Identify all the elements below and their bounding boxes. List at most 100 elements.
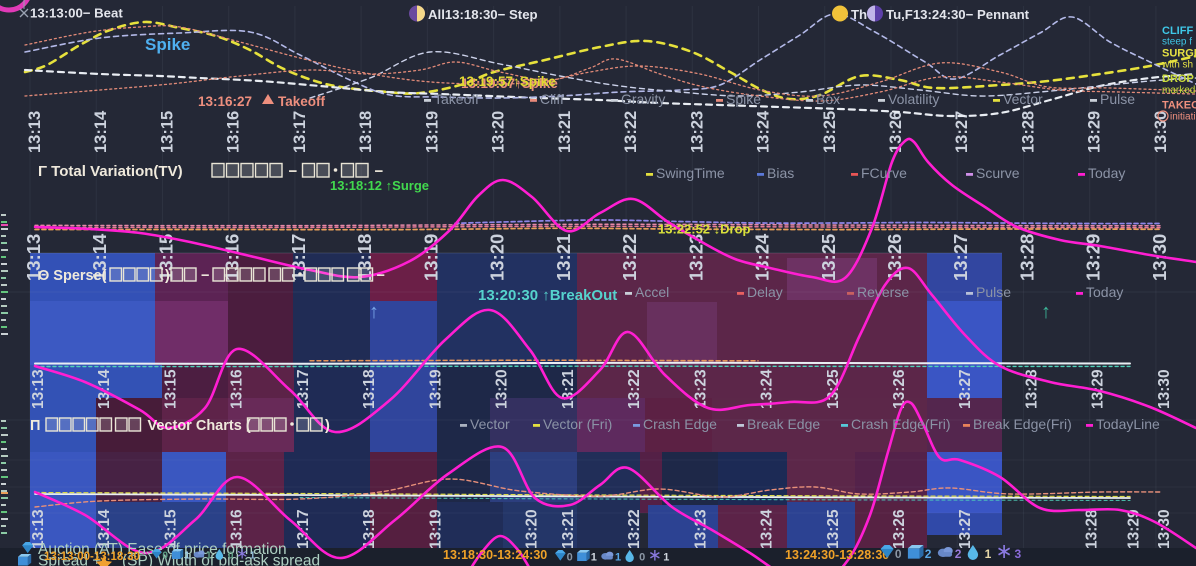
svg-text:13:24:30-13:28:30: 13:24:30-13:28:30 <box>785 548 889 562</box>
svg-text:2: 2 <box>955 547 962 561</box>
svg-text:13:13:00− Beat: 13:13:00− Beat <box>30 6 123 21</box>
svg-text:13:27: 13:27 <box>953 111 971 153</box>
svg-text:Spike: Spike <box>145 35 190 54</box>
svg-text:Volatility: Volatility <box>888 91 939 107</box>
svg-text:13:27: 13:27 <box>950 234 971 281</box>
svg-text:13:25: 13:25 <box>818 234 839 281</box>
svg-text:13:24: 13:24 <box>759 509 776 549</box>
svg-text:0: 0 <box>895 547 902 561</box>
svg-text:13:30: 13:30 <box>1152 111 1170 153</box>
svg-text:): ) <box>165 268 170 284</box>
svg-text:TodayLine: TodayLine <box>1096 416 1160 432</box>
svg-text:13:21: 13:21 <box>556 111 574 153</box>
svg-text:Gravity: Gravity <box>621 91 665 107</box>
svg-text:13:22: 13:22 <box>619 234 640 281</box>
svg-text:Θ Sperse(: Θ Sperse( <box>38 268 107 284</box>
svg-text:13:28: 13:28 <box>1019 111 1037 153</box>
svg-text:All13:18:30− Step: All13:18:30− Step <box>428 7 538 22</box>
svg-text:13:19: 13:19 <box>420 234 441 281</box>
svg-text:13:17: 13:17 <box>295 509 312 549</box>
svg-text:13:18: 13:18 <box>361 369 378 409</box>
svg-text:13:30: 13:30 <box>1156 369 1173 409</box>
svg-text:Th: Th <box>851 7 867 22</box>
svg-text:): ) <box>325 418 330 434</box>
svg-text:1: 1 <box>250 551 256 562</box>
svg-text:0: 0 <box>228 551 234 562</box>
svg-text:13:21: 13:21 <box>560 509 577 549</box>
svg-text:Π: Π <box>30 418 40 434</box>
svg-text:1: 1 <box>591 552 597 564</box>
svg-text:0: 0 <box>567 552 573 564</box>
svg-text:13:23: 13:23 <box>688 111 706 153</box>
svg-text:13:19: 13:19 <box>427 369 444 409</box>
svg-text:marked: marked <box>1162 85 1195 96</box>
svg-text:13:14: 13:14 <box>96 369 113 409</box>
svg-text:13:24: 13:24 <box>755 110 773 153</box>
svg-text:13:16: 13:16 <box>229 509 246 549</box>
svg-text:13:19: 13:19 <box>423 111 441 153</box>
svg-text:13:13: 13:13 <box>26 111 44 153</box>
svg-text:0: 0 <box>639 552 645 564</box>
svg-text:13:20: 13:20 <box>487 234 508 281</box>
svg-text:13:16:27: 13:16:27 <box>198 94 252 109</box>
svg-text:Box: Box <box>816 91 840 107</box>
svg-text:13:13: 13:13 <box>30 369 47 409</box>
svg-text:13:28: 13:28 <box>1016 234 1037 281</box>
svg-text:Accel: Accel <box>635 284 669 300</box>
svg-text:13:14: 13:14 <box>89 233 110 281</box>
svg-text:Reverse: Reverse <box>857 284 909 300</box>
svg-text:1: 1 <box>663 552 669 564</box>
svg-text:Crash Edge(Fri): Crash Edge(Fri) <box>851 416 951 432</box>
svg-text:Tu,F13:24:30− Pennant: Tu,F13:24:30− Pennant <box>886 7 1030 22</box>
svg-text:Vector (Fri): Vector (Fri) <box>543 416 612 432</box>
svg-text:13:29: 13:29 <box>1126 509 1143 549</box>
svg-text:↑: ↑ <box>369 301 379 323</box>
svg-text:steep f: steep f <box>1162 37 1192 48</box>
svg-text:initiatin: initiatin <box>1170 112 1196 123</box>
svg-text:13:15: 13:15 <box>158 111 176 153</box>
svg-text:3: 3 <box>1015 547 1022 561</box>
svg-text:13:23: 13:23 <box>692 369 709 409</box>
svg-text:13:18:12 ↑Surge: 13:18:12 ↑Surge <box>330 178 429 193</box>
svg-text:Vector: Vector <box>1003 91 1043 107</box>
svg-text:CLIFF −: CLIFF − <box>1162 25 1196 37</box>
svg-text:2: 2 <box>925 547 932 561</box>
svg-text:Spike: Spike <box>726 91 761 107</box>
svg-text:SwingTime: SwingTime <box>656 165 725 181</box>
svg-text:1: 1 <box>985 547 992 561</box>
svg-text:13:22:52 ↓Drop: 13:22:52 ↓Drop <box>658 222 751 237</box>
svg-text:FCurve: FCurve <box>861 165 907 181</box>
svg-text:1: 1 <box>184 551 190 562</box>
svg-text:13:20:30 ↑BreakOut: 13:20:30 ↑BreakOut <box>478 287 617 304</box>
svg-text:Delay: Delay <box>747 284 783 300</box>
svg-text:13:18:30-13:24:30: 13:18:30-13:24:30 <box>443 548 547 562</box>
svg-text:Pulse: Pulse <box>1100 91 1135 107</box>
svg-text:Spread +: Spread + <box>38 553 101 566</box>
svg-text:13:27: 13:27 <box>957 369 974 409</box>
svg-text:13:22: 13:22 <box>626 509 643 549</box>
svg-text:13:13: 13:13 <box>23 234 44 281</box>
svg-text:13:19: 13:19 <box>427 509 444 549</box>
svg-text:13:24: 13:24 <box>759 369 776 409</box>
svg-text:SURGE: SURGE <box>1162 48 1196 60</box>
svg-text:13:19:57↑Spike: 13:19:57↑Spike <box>459 74 556 89</box>
svg-text:13:28: 13:28 <box>1083 509 1100 549</box>
svg-text:13:25: 13:25 <box>825 369 842 409</box>
svg-text:13:27: 13:27 <box>957 509 974 549</box>
svg-text:13:23: 13:23 <box>685 234 706 281</box>
svg-text:13:20: 13:20 <box>494 369 511 409</box>
svg-text:Scurve: Scurve <box>976 165 1020 181</box>
svg-text:13:22: 13:22 <box>622 111 640 153</box>
svg-text:Vector: Vector <box>470 416 510 432</box>
svg-text:13:18: 13:18 <box>357 111 375 153</box>
svg-text:1: 1 <box>615 552 621 564</box>
svg-text:13:23: 13:23 <box>692 509 709 549</box>
svg-text:13:30: 13:30 <box>1156 509 1173 549</box>
svg-text:Break Edge: Break Edge <box>747 416 820 432</box>
svg-text:13:25: 13:25 <box>821 111 839 153</box>
svg-text:DROP −: DROP − <box>1162 73 1196 85</box>
svg-text:13:29: 13:29 <box>1083 234 1104 281</box>
svg-text:13:13: 13:13 <box>30 509 47 549</box>
svg-text:↑: ↑ <box>1041 301 1051 323</box>
svg-text:13:20: 13:20 <box>524 509 541 549</box>
